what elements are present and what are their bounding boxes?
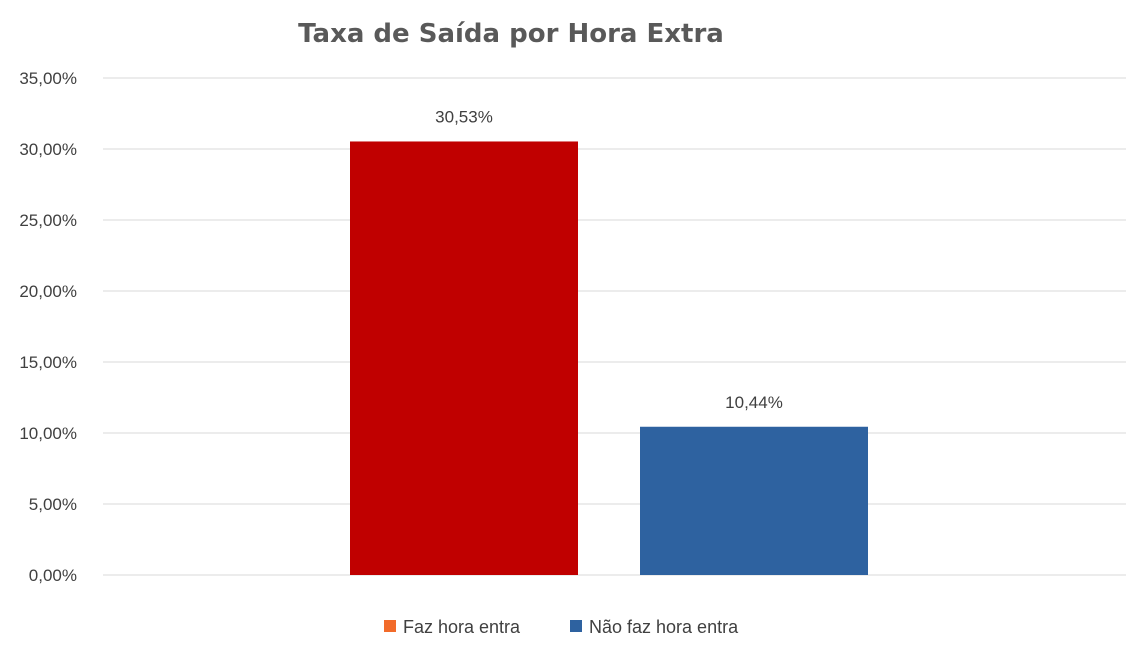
legend-label: Não faz hora entra <box>589 617 739 637</box>
bar <box>640 426 868 575</box>
legend-label: Faz hora entra <box>403 617 521 637</box>
bar <box>350 141 578 575</box>
y-tick-label: 0,00% <box>29 566 77 585</box>
y-tick-label: 30,00% <box>19 140 77 159</box>
y-tick-label: 5,00% <box>29 495 77 514</box>
y-tick-label: 15,00% <box>19 353 77 372</box>
bars <box>350 141 868 575</box>
y-tick-label: 20,00% <box>19 282 77 301</box>
legend-swatch <box>570 620 582 632</box>
legend-swatch <box>384 620 396 632</box>
gridlines <box>103 77 1126 576</box>
y-axis-ticks: 0,00% 5,00% 10,00% 15,00% 20,00% 25,00% 30,00%… <box>19 69 77 585</box>
data-label: 30,53% <box>435 107 493 126</box>
y-tick-label: 10,00% <box>19 424 77 443</box>
data-labels: 30,53% 10,44% <box>435 107 783 411</box>
data-label: 10,44% <box>725 393 783 412</box>
y-tick-label: 25,00% <box>19 211 77 230</box>
legend: Faz hora entra Não faz hora entra <box>384 617 739 637</box>
y-tick-label: 35,00% <box>19 69 77 88</box>
chart-title: Taxa de Saída por Hora Extra <box>298 19 724 49</box>
